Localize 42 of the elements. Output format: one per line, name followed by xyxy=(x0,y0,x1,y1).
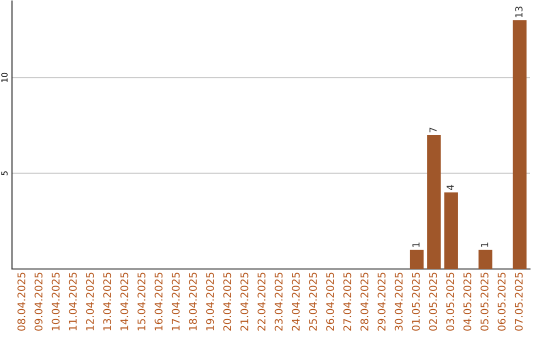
x-tick-label: 29.04.2025 xyxy=(378,272,386,331)
bar xyxy=(410,250,424,269)
x-tick-label: 10.04.2025 xyxy=(52,272,60,330)
x-tick-label: 21.04.2025 xyxy=(240,272,248,331)
x-tick-label: 17.04.2025 xyxy=(172,272,180,330)
y-tick-label: 5 xyxy=(1,171,8,176)
x-tick-label: 04.05.2025 xyxy=(463,272,472,331)
x-tick-label: 30.04.2025 xyxy=(394,272,403,331)
x-tick-label: 11.04.2025 xyxy=(68,272,77,330)
x-tick-label: 26.04.2025 xyxy=(326,272,334,331)
data-label: 7 xyxy=(430,128,437,132)
x-tick-label: 08.04.2025 xyxy=(17,272,26,331)
x-tick-label: 13.04.2025 xyxy=(103,272,112,330)
x-tick-label: 23.04.2025 xyxy=(274,272,283,331)
data-label: 4 xyxy=(446,184,454,190)
x-tick-label: 06.05.2025 xyxy=(498,272,506,331)
bar xyxy=(512,20,527,269)
x-tick-label: 03.05.2025 xyxy=(446,272,454,331)
x-tick-label: 25.04.2025 xyxy=(309,272,317,331)
x-tick-label: 07.05.2025 xyxy=(514,272,523,331)
x-tick-label: 02.05.2025 xyxy=(429,272,437,331)
bar xyxy=(444,192,458,269)
x-tick-label: 19.04.2025 xyxy=(206,272,214,330)
x-tick-label: 18.04.2025 xyxy=(188,272,197,330)
x-tick-label: 12.04.2025 xyxy=(86,272,94,330)
x-tick-label: 16.04.2025 xyxy=(154,272,163,330)
x-tick-label: 24.04.2025 xyxy=(292,272,300,331)
y-tick-label: 10 xyxy=(1,72,8,82)
x-tick-label: 15.04.2025 xyxy=(138,272,146,330)
x-tick-label: 05.05.2025 xyxy=(480,272,488,331)
x-tick-label: 14.04.2025 xyxy=(120,272,128,330)
data-label: 13 xyxy=(515,6,523,18)
bar xyxy=(478,250,492,269)
data-label: 1 xyxy=(412,242,420,247)
x-tick-label: 01.05.2025 xyxy=(412,272,420,331)
data-label: 1 xyxy=(481,242,488,247)
x-tick-label: 20.04.2025 xyxy=(223,272,232,331)
x-tick-label: 09.04.2025 xyxy=(34,272,42,331)
x-tick-label: 28.04.2025 xyxy=(360,272,368,331)
x-tick-label: 22.04.2025 xyxy=(258,272,266,331)
bar xyxy=(427,135,441,269)
x-tick-label: 27.04.2025 xyxy=(343,272,352,331)
